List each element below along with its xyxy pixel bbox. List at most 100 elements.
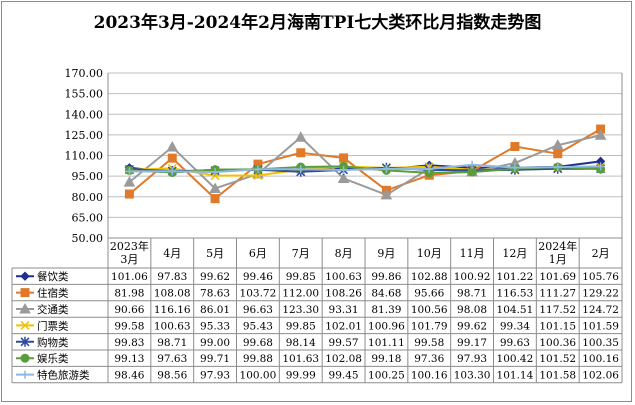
y-tick-label: 125.00 [65, 129, 104, 142]
table-cell-value: 101.52 [539, 353, 576, 365]
table-cell-value: 100.00 [240, 370, 277, 382]
data-point [167, 153, 177, 163]
table-cell-value: 101.63 [282, 353, 319, 365]
data-point [339, 153, 349, 163]
table-cell-value: 108.26 [325, 288, 362, 300]
table-cell-value: 99.85 [286, 320, 316, 332]
table-cell-value: 98.46 [114, 370, 144, 382]
table-cell-value: 95.33 [200, 320, 230, 332]
data-point [553, 163, 562, 172]
x-tick-label: 2024年 [538, 239, 577, 253]
table-cell-value: 90.66 [114, 304, 144, 316]
legend-key-marker [20, 320, 30, 330]
data-point [467, 167, 477, 177]
table-cell-value: 108.08 [154, 288, 191, 300]
y-tick-label: 110.00 [65, 150, 104, 163]
data-point [337, 172, 350, 183]
table-cell-value: 101.79 [411, 320, 448, 332]
table-cell-value: 101.11 [368, 337, 405, 349]
table-cell-value: 99.58 [414, 337, 444, 349]
y-tick-label: 80.00 [72, 191, 104, 204]
table-cell-value: 116.16 [154, 304, 191, 316]
table-cell-value: 111.27 [539, 288, 576, 300]
table-cell-value: 99.34 [500, 320, 530, 332]
table-cell-value: 100.63 [325, 271, 362, 283]
data-point [425, 165, 434, 174]
table-cell-value: 103.72 [240, 288, 277, 300]
legend-key-marker [19, 302, 31, 314]
data-point [168, 167, 177, 176]
table-cell-value: 99.99 [286, 370, 316, 382]
table-cell-value: 98.71 [157, 337, 187, 349]
table-cell-value: 95.43 [243, 320, 273, 332]
y-tick-label: 140.00 [65, 108, 104, 121]
x-tick-label: 12月 [502, 247, 527, 260]
legend-key-marker [20, 336, 30, 347]
x-tick-label: 11月 [460, 247, 485, 260]
table-cell-value: 99.58 [114, 320, 144, 332]
table-cell-value: 99.88 [243, 353, 273, 365]
table-cell-value: 99.45 [329, 370, 359, 382]
data-point [125, 167, 134, 176]
data-point [510, 163, 519, 172]
table-cell-value: 100.63 [154, 320, 191, 332]
data-point [296, 165, 305, 174]
x-tick-label: 7月 [292, 247, 310, 260]
table-cell-value: 100.42 [497, 353, 534, 365]
table-cell-value: 99.57 [329, 337, 359, 349]
table-cell-value: 99.68 [243, 337, 273, 349]
data-point [123, 176, 136, 187]
table-cell-value: 97.93 [200, 370, 230, 382]
data-point [296, 148, 306, 158]
x-tick-label: 10月 [417, 247, 442, 260]
data-point [210, 194, 220, 204]
legend-series-name: 娱乐类 [37, 352, 69, 365]
y-tick-label: 170.00 [65, 67, 104, 80]
table-cell-value: 100.16 [411, 370, 448, 382]
table-cell-value: 98.71 [457, 288, 487, 300]
data-point [294, 131, 307, 142]
table-cell-value: 99.62 [200, 271, 230, 283]
chart-title: 2023年3月-2024年2月海南TPI七大类环比月指数走势图 [93, 13, 542, 33]
table-cell-value: 112.00 [282, 288, 319, 300]
data-point [166, 141, 179, 152]
table-cell-value: 78.63 [200, 288, 230, 300]
table-cell-value: 99.18 [371, 353, 401, 365]
table-cell-value: 129.22 [582, 288, 619, 300]
table-cell-value: 101.58 [539, 370, 576, 382]
data-point [510, 142, 520, 152]
legend-series-name: 购物类 [37, 336, 69, 349]
table-cell-value: 100.96 [368, 320, 405, 332]
table-cell-value: 105.76 [582, 271, 619, 283]
series-line-3 [128, 134, 601, 196]
data-point [124, 189, 134, 199]
y-tick-label: 95.00 [72, 170, 104, 183]
data-point [551, 139, 564, 150]
table-cell-value: 99.62 [457, 320, 487, 332]
table-cell-value: 98.08 [457, 304, 487, 316]
legend-key-marker [20, 271, 30, 281]
x-tick-label: 8月 [335, 247, 353, 260]
table-cell-value: 101.22 [497, 271, 534, 283]
series-line-2 [128, 128, 602, 200]
table-cell-value: 98.56 [157, 370, 187, 382]
table-cell-value: 117.52 [539, 304, 576, 316]
legend-series-name: 门票类 [37, 319, 69, 332]
table-cell-value: 99.63 [500, 337, 530, 349]
table-cell-value: 101.14 [497, 370, 534, 382]
x-tick-label: 2月 [592, 247, 610, 260]
legend-series-name: 交通类 [37, 303, 69, 316]
table-cell-value: 95.66 [414, 288, 444, 300]
x-tick-label: 5月 [206, 247, 224, 260]
table-cell-value: 124.72 [582, 304, 619, 316]
table-cell-value: 100.36 [539, 337, 576, 349]
table-cell-value: 101.15 [539, 320, 576, 332]
x-tick-label: 9月 [377, 247, 395, 260]
legend-key-marker [20, 288, 30, 298]
data-point [211, 168, 220, 177]
y-tick-label: 65.00 [72, 211, 104, 224]
table-cell-value: 97.63 [157, 353, 187, 365]
data-point [594, 129, 607, 140]
table-cell-value: 99.86 [371, 271, 401, 283]
